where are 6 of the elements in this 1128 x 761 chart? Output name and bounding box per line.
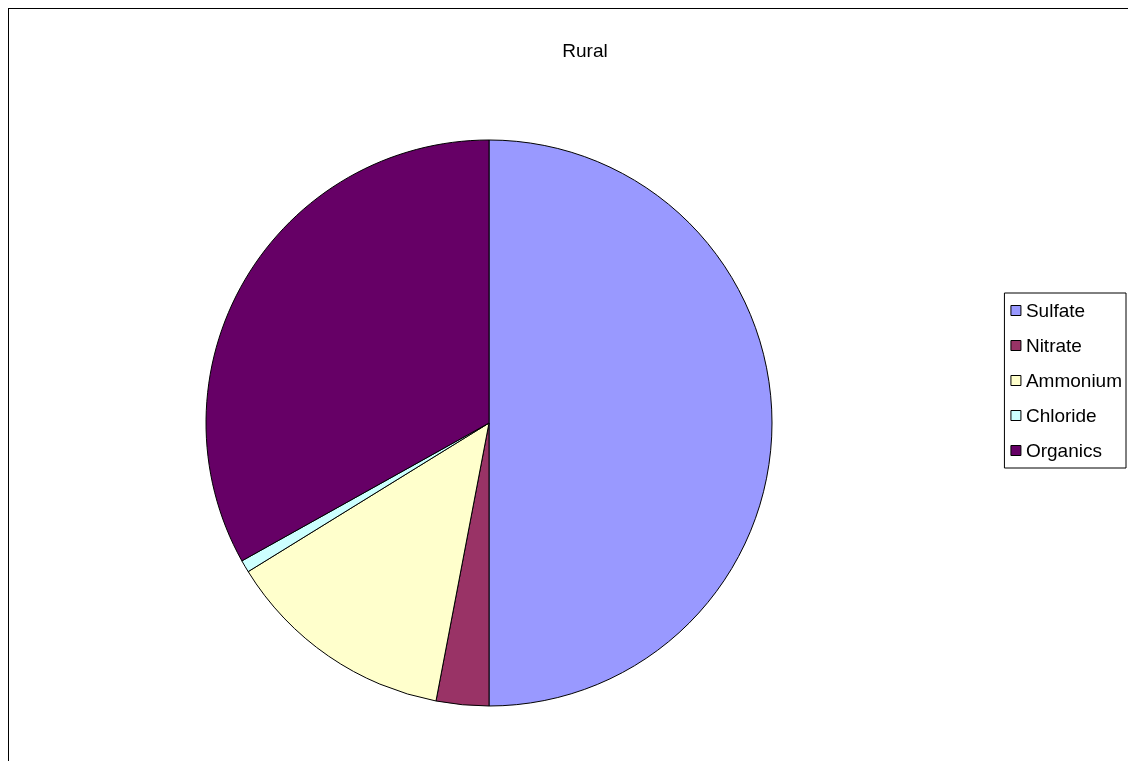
legend-label: Chloride: [1025, 405, 1097, 426]
legend-label: Nitrate: [1025, 335, 1082, 356]
legend-label: Organics: [1025, 440, 1102, 461]
legend-label: Sulfate: [1025, 300, 1086, 321]
legend-label: Ammonium: [1025, 370, 1122, 391]
chart-title: Rural: [562, 40, 608, 61]
